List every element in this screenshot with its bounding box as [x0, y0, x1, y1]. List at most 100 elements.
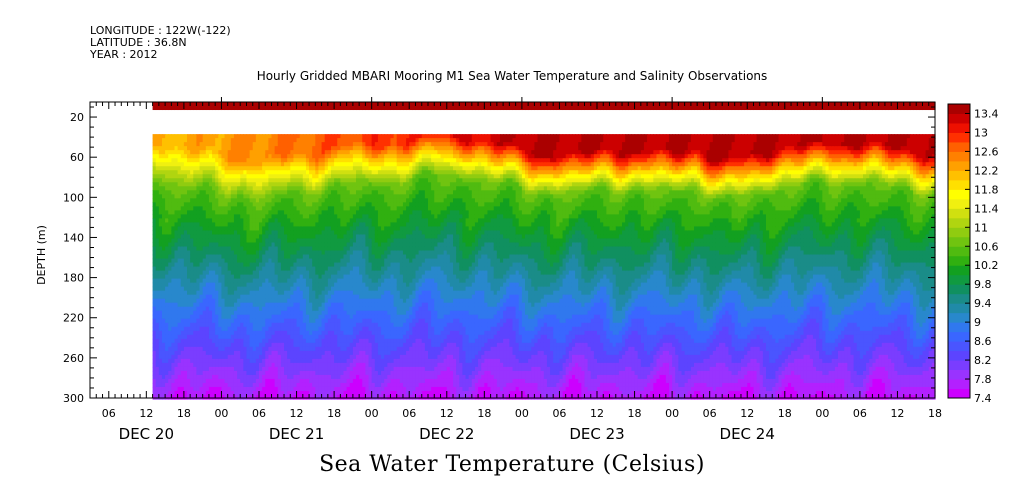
heatmap-cell — [193, 230, 198, 236]
heatmap-cell — [161, 158, 166, 163]
heatmap-cell — [183, 190, 188, 195]
heatmap-cell — [515, 102, 520, 111]
heatmap-cell — [177, 226, 182, 232]
heatmap-cell — [161, 358, 166, 364]
heatmap-cell — [165, 386, 169, 392]
heatmap-cell — [174, 334, 179, 340]
heatmap-cell — [280, 102, 285, 111]
heatmap-cell — [737, 102, 742, 111]
heatmap-cell — [183, 306, 188, 312]
heatmap-cell — [158, 146, 163, 151]
heatmap-cell — [593, 102, 598, 111]
heatmap-cell — [174, 154, 179, 159]
heatmap-cell — [155, 166, 160, 171]
heatmap-cell — [168, 262, 172, 268]
heatmap-cell — [165, 342, 169, 348]
heatmap-cell — [183, 266, 188, 272]
heatmap-cell — [428, 102, 432, 111]
heatmap-cell — [183, 310, 188, 316]
heatmap-cell — [183, 322, 188, 328]
heatmap-cell — [171, 274, 176, 280]
heatmap-cell — [168, 250, 172, 256]
heatmap-cell — [152, 166, 157, 171]
heatmap-cell — [193, 198, 198, 203]
heatmap-cell — [174, 142, 179, 147]
heatmap-cell — [165, 334, 169, 340]
heatmap-cell — [171, 194, 176, 199]
heatmap-cell — [171, 314, 176, 320]
heatmap-cell — [174, 338, 179, 344]
heatmap-cell — [174, 294, 179, 300]
heatmap-cell — [168, 254, 172, 260]
heatmap-cell — [252, 102, 257, 111]
heatmap-cell — [190, 254, 194, 260]
heatmap-cell — [161, 310, 166, 316]
heatmap-cell — [168, 182, 172, 187]
heatmap-cell — [165, 270, 169, 276]
heatmap-cell — [158, 302, 163, 308]
heatmap-cell — [165, 378, 169, 384]
heatmap-cell — [193, 330, 198, 336]
heatmap-cell — [177, 270, 182, 276]
heatmap-cell — [597, 102, 601, 111]
heatmap-cell — [177, 238, 182, 244]
heatmap-cell — [171, 166, 176, 171]
heatmap-cell — [183, 262, 188, 268]
heatmap-cell — [152, 178, 157, 183]
heatmap-cell — [177, 362, 182, 368]
heatmap-cell — [165, 234, 169, 240]
heatmap-cell — [152, 202, 157, 207]
heatmap-cell — [158, 334, 163, 340]
heatmap-cell — [177, 358, 182, 364]
heatmap-cell — [174, 278, 179, 284]
heatmap-cell — [174, 226, 179, 232]
heatmap-cell — [659, 102, 664, 111]
heatmap-cell — [171, 298, 176, 304]
heatmap-cell — [180, 302, 185, 308]
heatmap-cell — [155, 362, 160, 368]
heatmap-cell — [174, 134, 179, 139]
heatmap-cell — [177, 390, 182, 396]
heatmap-cell — [155, 254, 160, 260]
heatmap-cell — [161, 218, 166, 224]
heatmap-cell — [158, 258, 163, 264]
heatmap-cell — [152, 266, 157, 272]
heatmap-cell — [177, 258, 182, 264]
heatmap-cell — [180, 162, 185, 167]
heatmap-cell — [165, 210, 169, 215]
heatmap-cell — [183, 150, 188, 155]
heatmap-cell — [161, 254, 166, 260]
heatmap-cell — [922, 102, 927, 111]
heatmap-cell — [180, 318, 185, 324]
heatmap-cell — [603, 102, 607, 111]
heatmap-cell — [171, 366, 176, 372]
heatmap-cell — [193, 366, 198, 372]
heatmap-cell — [841, 102, 845, 111]
heatmap-cell — [825, 102, 830, 111]
heatmap-cell — [180, 138, 185, 143]
heatmap-cell — [337, 102, 341, 111]
heatmap-cell — [187, 134, 191, 139]
heatmap-cell — [174, 206, 179, 211]
heatmap-cell — [193, 298, 198, 304]
heatmap-cell — [221, 102, 226, 111]
heatmap-cell — [196, 134, 201, 139]
heatmap-cell — [152, 250, 157, 256]
heatmap-cell — [456, 102, 460, 111]
heatmap-cell — [171, 386, 176, 392]
heatmap-cell — [158, 266, 163, 272]
heatmap-cell — [190, 290, 194, 296]
heatmap-cell — [161, 222, 166, 228]
heatmap-cell — [158, 346, 163, 352]
heatmap-cell — [468, 102, 473, 111]
heatmap-cell — [152, 218, 157, 224]
heatmap-cell — [158, 330, 163, 336]
heatmap-cell — [762, 102, 767, 111]
heatmap-cell — [152, 246, 157, 252]
heatmap-cell — [196, 242, 201, 248]
heatmap-cell — [152, 298, 157, 304]
heatmap-cell — [161, 266, 166, 272]
heatmap-cell — [174, 238, 179, 244]
heatmap-cell — [187, 230, 191, 236]
heatmap-cell — [174, 166, 179, 171]
